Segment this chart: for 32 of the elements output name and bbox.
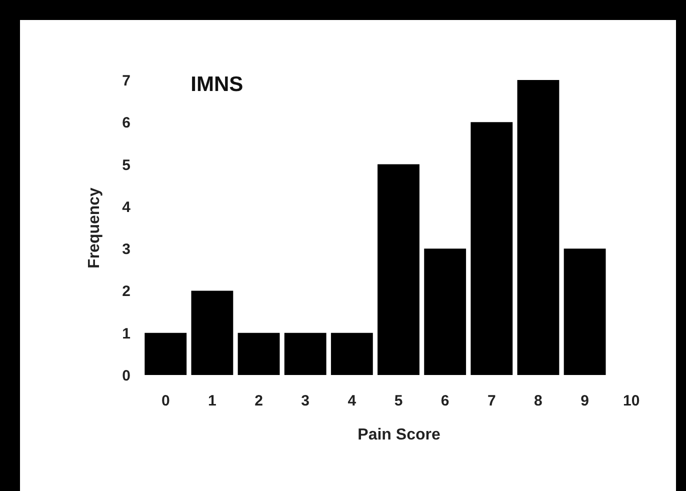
bar — [330, 332, 373, 375]
bar — [191, 290, 234, 375]
x-tick-label: 4 — [348, 392, 357, 410]
y-tick-label: 4 — [122, 198, 132, 216]
bar — [238, 332, 280, 375]
y-tick-label: 2 — [122, 283, 130, 300]
chart-title: IMNS — [190, 73, 244, 96]
x-tick-label: 7 — [487, 392, 496, 410]
bar — [470, 122, 513, 375]
bar — [517, 80, 560, 375]
y-tick-label: 1 — [122, 325, 130, 342]
x-tick-label: 9 — [580, 392, 589, 410]
x-tick-label: 10 — [623, 392, 640, 410]
bar — [284, 332, 326, 375]
x-tick-label: 0 — [161, 392, 170, 410]
x-tick-label: 8 — [534, 392, 542, 410]
y-tick-label: 6 — [122, 114, 130, 132]
bar — [424, 248, 466, 375]
x-tick-label: 6 — [440, 392, 450, 410]
x-tick-label: 1 — [208, 392, 216, 410]
x-tick-label: 2 — [254, 392, 263, 410]
y-axis-title: Frequency — [86, 187, 104, 268]
x-tick-label: 3 — [301, 392, 310, 410]
x-tick-label: 5 — [394, 392, 403, 410]
y-tick-label: 5 — [122, 156, 130, 174]
y-tick-label: 0 — [122, 368, 130, 384]
bar — [378, 164, 420, 375]
x-axis-title: Pain Score — [358, 426, 440, 444]
bar — [144, 332, 187, 375]
bar — [564, 248, 606, 375]
y-tick-label: 3 — [122, 241, 130, 258]
y-tick-label: 7 — [122, 72, 130, 90]
